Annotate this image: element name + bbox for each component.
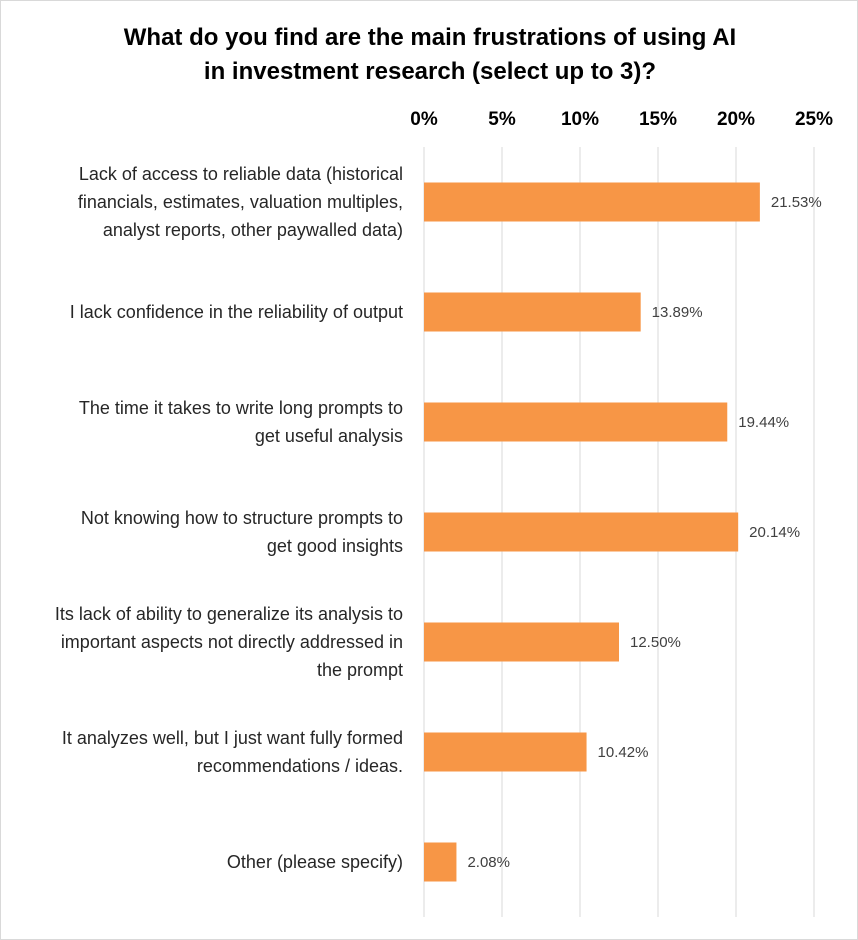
category-label-5: Its lack of ability to generalize its an… [55,604,403,624]
category-label-7: Other (please specify) [227,852,403,872]
bar-4 [424,512,739,552]
category-labels: Lack of access to reliable data (histori… [55,164,403,872]
bar-3 [424,402,728,442]
x-tick-label: 10% [561,109,599,130]
category-label-4: get good insights [267,536,403,556]
data-label-1: 21.53% [771,194,822,211]
data-label-5: 12.50% [630,634,681,651]
data-label-2: 13.89% [652,304,703,321]
data-label-3: 19.44% [738,414,789,431]
bar-2 [424,292,641,332]
x-tick-label: 20% [717,109,755,130]
category-label-5: the prompt [317,660,403,680]
x-tick-label: 25% [795,109,833,130]
bar-6 [424,732,587,772]
x-tick-label: 5% [488,109,516,130]
bar-5 [424,622,619,662]
category-label-1: analyst reports, other paywalled data) [103,220,403,240]
category-label-3: get useful analysis [255,426,403,446]
category-label-6: recommendations / ideas. [197,756,403,776]
x-tick-label: 0% [410,109,438,130]
category-label-6: It analyzes well, but I just want fully … [62,728,403,748]
data-labels: 21.53% 13.89% 19.44% 20.14% 12.50% 10.42% 2.08… [467,194,821,871]
chart-title: What do you find are the main frustratio… [124,24,736,85]
x-tick-label: 15% [639,109,677,130]
data-label-6: 10.42% [598,744,649,761]
category-label-1: Lack of access to reliable data (histori… [79,164,403,184]
category-label-4: Not knowing how to structure prompts to [81,508,403,528]
x-axis-ticks: 0% 5% 10% 15% 20% 25% [410,109,833,130]
category-label-5: important aspects not directly addressed… [61,632,403,652]
bar-7 [424,842,457,882]
chart-title-line-1: What do you find are the main frustratio… [124,24,736,51]
bar-1 [424,182,760,222]
category-label-1: financials, estimates, valuation multipl… [78,192,403,212]
category-label-2: I lack confidence in the reliability of … [70,302,403,322]
bars [424,182,760,882]
category-label-3: The time it takes to write long prompts … [79,398,403,418]
chart-title-line-2: in investment research (select up to 3)? [204,58,656,85]
data-label-7: 2.08% [467,854,510,871]
data-label-4: 20.14% [749,524,800,541]
